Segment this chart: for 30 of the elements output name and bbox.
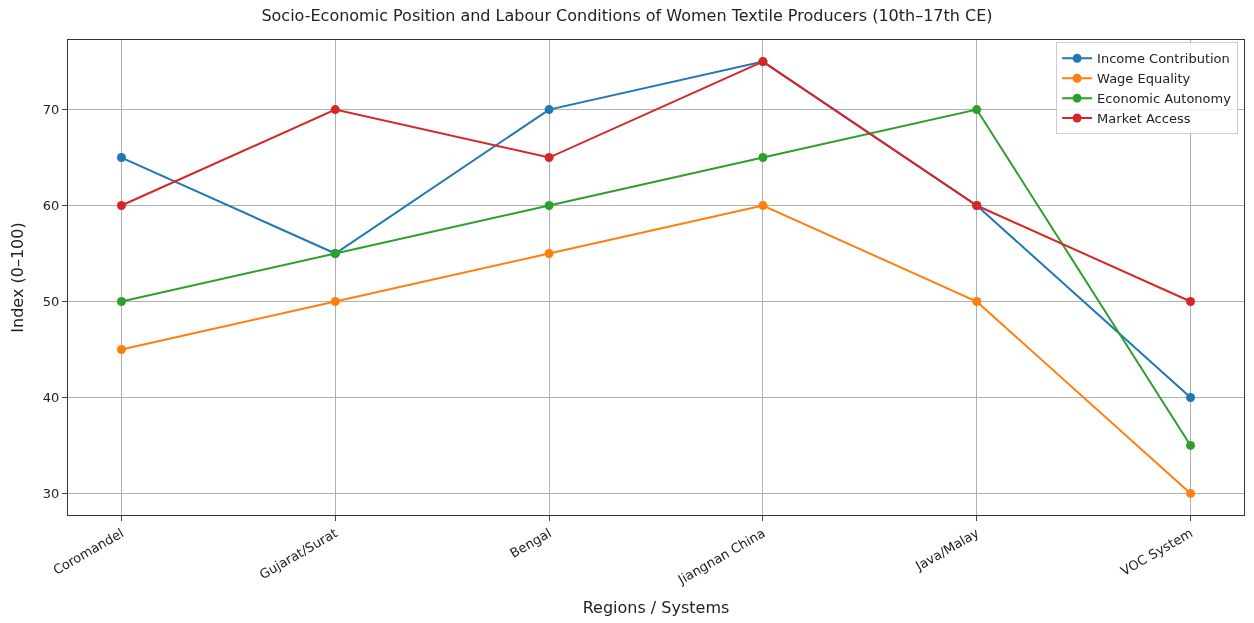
point: [972, 105, 982, 115]
y-tick-label: 50: [42, 294, 60, 310]
point: [1186, 488, 1196, 498]
chart-title: Socio-Economic Position and Labour Conditions of Women Textile Producers (10th–17th CE): [261, 5, 993, 25]
point: [758, 201, 768, 211]
point: [544, 249, 554, 259]
y-tick-label: 30: [42, 485, 60, 501]
y-axis-title: Index (0–100): [7, 222, 27, 333]
point: [544, 105, 554, 115]
point: [544, 201, 554, 211]
point: [1186, 296, 1196, 306]
point: [116, 153, 126, 163]
y-tick-label: 70: [42, 102, 60, 118]
point: [758, 153, 768, 163]
legend-label: Market Access: [1097, 111, 1191, 127]
x-axis-title: Regions / Systems: [582, 598, 730, 618]
point: [330, 105, 340, 115]
point: [330, 296, 340, 306]
point: [544, 153, 554, 163]
y-tick-label: 40: [42, 390, 60, 405]
point: [116, 296, 126, 306]
y-tick-label: 60: [42, 198, 60, 214]
point: [116, 201, 126, 211]
point: [116, 344, 126, 354]
legend-label: Economic Autonomy: [1097, 91, 1232, 107]
point: [1186, 392, 1196, 402]
legend-label: Income Contribution: [1097, 51, 1230, 67]
legend-label: Wage Equality: [1097, 71, 1191, 87]
point: [1186, 440, 1196, 450]
point: [972, 296, 982, 306]
